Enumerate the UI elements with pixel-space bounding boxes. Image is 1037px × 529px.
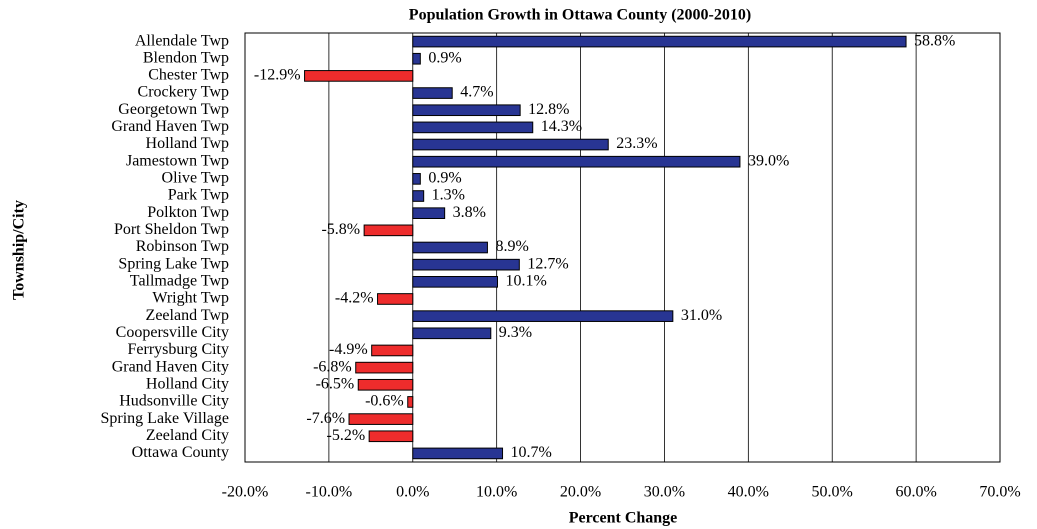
x-tick-label: 70.0% bbox=[979, 484, 1020, 501]
x-tick-label: 10.0% bbox=[476, 484, 517, 501]
x-tick-label: 0.0% bbox=[396, 484, 429, 501]
value-label: -4.9% bbox=[329, 341, 368, 358]
value-label: 3.8% bbox=[453, 204, 486, 221]
bar bbox=[412, 121, 534, 134]
value-label: -7.6% bbox=[306, 410, 345, 427]
x-tick-label: 20.0% bbox=[560, 484, 601, 501]
y-tick-label: Coopersville City bbox=[116, 324, 229, 341]
bar bbox=[412, 276, 499, 288]
x-tick-label: -20.0% bbox=[222, 484, 269, 501]
x-tick-label: 60.0% bbox=[895, 484, 936, 501]
y-tick-label: Allendale Twp bbox=[135, 32, 229, 49]
y-tick-label: Ottawa County bbox=[132, 444, 229, 461]
value-label: 4.7% bbox=[460, 84, 493, 101]
y-tick-label: Zeeland Twp bbox=[146, 307, 229, 324]
y-tick-label: Olive Twp bbox=[162, 170, 229, 187]
x-tick-label: 30.0% bbox=[644, 484, 685, 501]
value-label: 8.9% bbox=[495, 238, 528, 255]
plot-frame bbox=[244, 32, 1001, 463]
bar bbox=[412, 241, 488, 254]
bar bbox=[412, 155, 741, 168]
value-label: 14.3% bbox=[541, 118, 582, 135]
bar bbox=[412, 327, 492, 340]
y-tick-label: Park Twp bbox=[168, 187, 229, 204]
bar bbox=[363, 224, 414, 237]
value-label: 10.1% bbox=[506, 272, 547, 289]
y-tick-label: Spring Lake Village bbox=[101, 410, 230, 427]
value-label: 23.3% bbox=[616, 135, 657, 152]
bar bbox=[412, 173, 421, 185]
value-label: 12.7% bbox=[527, 255, 568, 272]
y-tick-label: Polkton Twp bbox=[147, 204, 229, 221]
y-tick-label: Robinson Twp bbox=[136, 238, 229, 255]
value-label: 0.9% bbox=[428, 170, 461, 187]
bar bbox=[412, 207, 446, 219]
y-tick-label: Wright Twp bbox=[152, 290, 229, 307]
y-axis-label: Township/City bbox=[11, 200, 28, 300]
value-label: 39.0% bbox=[748, 152, 789, 169]
value-label: -0.6% bbox=[365, 393, 404, 410]
y-tick-label: Blendon Twp bbox=[143, 49, 229, 66]
bar bbox=[412, 138, 609, 151]
bar bbox=[412, 52, 421, 65]
value-label: -5.2% bbox=[326, 427, 365, 444]
bar bbox=[412, 447, 504, 460]
value-label: 1.3% bbox=[432, 187, 465, 204]
y-tick-label: Grand Haven Twp bbox=[111, 118, 229, 135]
y-tick-label: Jamestown Twp bbox=[126, 152, 229, 169]
bar bbox=[348, 413, 414, 425]
value-label: -4.2% bbox=[335, 290, 374, 307]
bar bbox=[412, 104, 521, 117]
value-label: 10.7% bbox=[511, 444, 552, 461]
x-tick-label: -10.0% bbox=[306, 484, 353, 501]
x-tick-label: 40.0% bbox=[728, 484, 769, 501]
y-tick-label: Holland City bbox=[146, 375, 229, 392]
value-label: -6.8% bbox=[313, 358, 352, 375]
bar bbox=[377, 293, 414, 305]
value-label: -5.8% bbox=[321, 221, 360, 238]
value-label: 12.8% bbox=[528, 101, 569, 118]
bar bbox=[412, 87, 453, 99]
bar bbox=[412, 258, 520, 271]
y-tick-label: Crockery Twp bbox=[138, 84, 229, 101]
y-tick-label: Port Sheldon Twp bbox=[114, 221, 229, 238]
bar bbox=[371, 344, 414, 357]
y-tick-label: Hudsonville City bbox=[119, 393, 229, 410]
bar bbox=[357, 378, 414, 391]
y-tick-label: Chester Twp bbox=[148, 67, 229, 84]
chart-title: Population Growth in Ottawa County (2000… bbox=[409, 7, 751, 24]
value-label: -12.9% bbox=[254, 67, 301, 84]
bar bbox=[412, 190, 425, 202]
value-label: -6.5% bbox=[316, 375, 355, 392]
y-tick-label: Grand Haven City bbox=[112, 358, 229, 375]
y-tick-label: Holland Twp bbox=[146, 135, 229, 152]
y-tick-label: Tallmadge Twp bbox=[130, 272, 229, 289]
x-axis-label: Percent Change bbox=[569, 510, 678, 527]
y-tick-label: Ferrysburg City bbox=[128, 341, 229, 358]
value-label: 9.3% bbox=[499, 324, 532, 341]
bar bbox=[355, 361, 414, 374]
value-label: 0.9% bbox=[428, 49, 461, 66]
x-tick-label: 50.0% bbox=[812, 484, 853, 501]
y-tick-label: Georgetown Twp bbox=[118, 101, 229, 118]
value-label: 58.8% bbox=[914, 32, 955, 49]
bar bbox=[412, 35, 907, 48]
bar bbox=[304, 70, 414, 82]
y-tick-label: Zeeland City bbox=[146, 427, 229, 444]
bar bbox=[412, 310, 674, 322]
y-tick-label: Spring Lake Twp bbox=[118, 255, 229, 272]
bar bbox=[368, 430, 414, 443]
value-label: 31.0% bbox=[681, 307, 722, 324]
bar bbox=[407, 396, 414, 408]
